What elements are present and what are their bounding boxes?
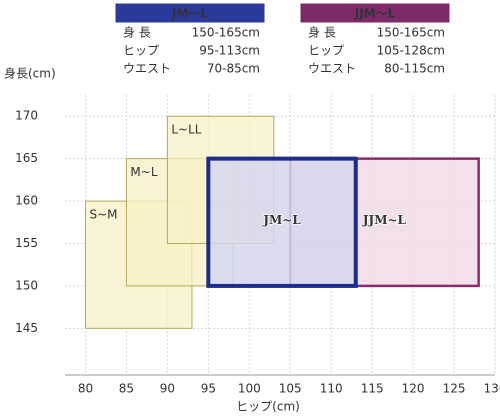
x-tick-label: 95 xyxy=(201,382,216,396)
x-tick-label: 120 xyxy=(402,382,425,396)
table-row-label: ウエスト xyxy=(308,62,356,76)
table-row-value: 150-165cm xyxy=(377,26,445,40)
range-label: M~L xyxy=(130,165,157,179)
x-axis-label: ヒップ(cm) xyxy=(236,400,300,414)
y-tick-label: 165 xyxy=(15,151,38,165)
table-row-label: ウエスト xyxy=(123,62,171,76)
size-range xyxy=(206,156,358,288)
table-row-value: 80-115cm xyxy=(384,62,445,76)
x-tick-label: 85 xyxy=(119,382,134,396)
x-tick-label: 100 xyxy=(238,382,261,396)
x-tick-label: 110 xyxy=(320,382,343,396)
table-row-value: 105-128cm xyxy=(377,44,445,58)
x-tick-label: 80 xyxy=(78,382,93,396)
y-axis-label: 身長(cm) xyxy=(4,66,56,81)
y-tick-label: 145 xyxy=(15,321,38,335)
range-label: JM~L xyxy=(262,213,301,227)
y-tick-label: 170 xyxy=(15,109,38,123)
table-row-value: 70-85cm xyxy=(207,62,260,76)
table-row-value: 95-113cm xyxy=(199,44,260,58)
range-label: S~M xyxy=(89,208,117,222)
range-label: L~LL xyxy=(171,123,201,137)
y-tick-label: 150 xyxy=(15,278,38,292)
table-row-label: 身 長 xyxy=(308,25,336,40)
x-tick-label: 105 xyxy=(279,382,302,396)
table-header xyxy=(299,2,451,24)
table-row-value: 150-165cm xyxy=(192,26,260,40)
table-row-label: ヒップ xyxy=(308,44,344,58)
x-tick-label: 130 xyxy=(484,382,500,396)
x-tick-label: 115 xyxy=(361,382,384,396)
table-title: JM～L xyxy=(171,7,208,21)
table-header xyxy=(114,2,266,24)
table-row-label: 身 長 xyxy=(123,25,151,40)
y-tick-label: 160 xyxy=(15,194,38,208)
range-label: JJM~L xyxy=(362,213,407,227)
table-row-label: ヒップ xyxy=(123,44,159,58)
table-title: JJM～L xyxy=(354,7,396,21)
y-tick-label: 155 xyxy=(15,236,38,250)
x-tick-label: 125 xyxy=(443,382,466,396)
x-tick-label: 90 xyxy=(160,382,175,396)
